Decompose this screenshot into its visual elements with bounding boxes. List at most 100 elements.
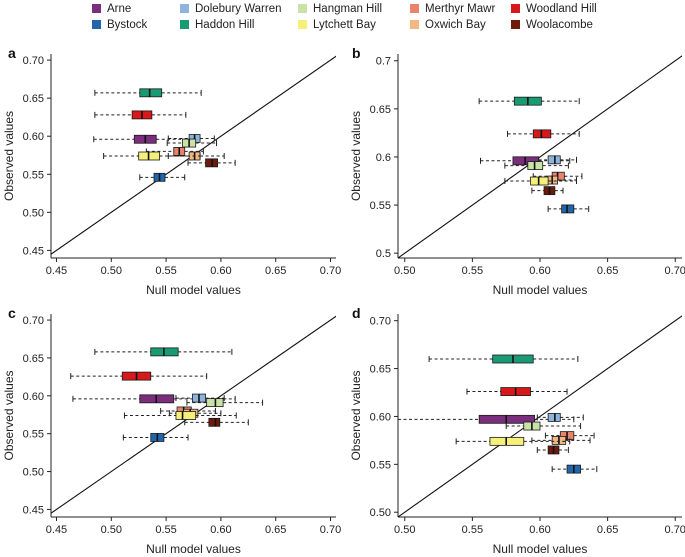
boxplot-dolebury-warren bbox=[538, 155, 578, 165]
y-tick-label: 0.70 bbox=[23, 55, 44, 67]
y-tick-label: 0.7 bbox=[376, 56, 391, 68]
boxplot-woodland-hill bbox=[70, 371, 208, 381]
boxplot-bystock bbox=[139, 172, 186, 182]
legend-swatch bbox=[298, 4, 307, 13]
boxplot-lytchett-bay bbox=[103, 151, 201, 161]
chart-panel-a: a 0.45 0.50 0.55 0.60 0.65 0.70 0.45 0.50 0.55 0.6… bbox=[2, 45, 341, 297]
x-tick-label: 0.70 bbox=[320, 524, 341, 536]
y-axis-label: Observed values bbox=[2, 370, 16, 460]
legend-swatch bbox=[298, 20, 307, 29]
y-tick-label: 0.70 bbox=[370, 316, 391, 328]
box-iqr bbox=[208, 417, 221, 427]
y-tick-label: 0.50 bbox=[23, 467, 44, 479]
boxplot-haddon-hill bbox=[428, 354, 579, 364]
x-tick-label: 0.55 bbox=[462, 265, 483, 277]
y-tick-label: 0.65 bbox=[370, 364, 391, 376]
boxplot-lytchett-bay bbox=[455, 436, 571, 446]
legend-label: Arne bbox=[107, 3, 132, 15]
boxplot-hangman-hill bbox=[166, 138, 218, 148]
boxplot-arne bbox=[93, 134, 198, 144]
panel-letter: d bbox=[352, 305, 361, 321]
legend-item-woolacombe: Woolacombe bbox=[511, 18, 593, 32]
x-axis-label: Null model values bbox=[146, 283, 241, 297]
identity-line bbox=[398, 315, 682, 517]
y-tick-label: 0.50 bbox=[370, 507, 391, 519]
boxplot-hangman-hill bbox=[504, 161, 569, 171]
legend-swatch bbox=[92, 20, 101, 29]
boxplot-bystock bbox=[122, 433, 189, 442]
y-tick-label: 0.45 bbox=[23, 245, 44, 257]
y-tick-label: 0.55 bbox=[370, 200, 391, 212]
legend-swatch bbox=[410, 4, 419, 13]
x-tick-label: 0.50 bbox=[101, 265, 122, 277]
boxplot-lytchett-bay bbox=[123, 411, 237, 420]
boxplot-arne bbox=[397, 414, 575, 424]
chart-legend: Arne Dolebury Warren Hangman Hill Merthy… bbox=[0, 0, 685, 36]
y-tick-label: 0.60 bbox=[23, 391, 44, 403]
panel-letter: c bbox=[8, 305, 16, 321]
y-tick-label: 0.55 bbox=[23, 429, 44, 441]
y-tick-label: 0.60 bbox=[23, 131, 44, 143]
boxplot-arne bbox=[479, 156, 571, 166]
legend-item-merthyr-mawr: Merthyr Mawr bbox=[410, 2, 495, 16]
legend-label: Lytchett Bay bbox=[313, 19, 376, 31]
y-tick-label: 0.65 bbox=[23, 353, 44, 365]
boxplot-haddon-hill bbox=[94, 347, 233, 357]
x-tick-label: 0.50 bbox=[394, 524, 415, 536]
legend-item-arne: Arne bbox=[92, 2, 131, 16]
box-iqr bbox=[139, 88, 163, 98]
legend-item-dolebury-warren: Dolebury Warren bbox=[180, 2, 282, 16]
boxplot-bystock bbox=[551, 464, 598, 474]
y-tick-label: 0.5 bbox=[376, 248, 391, 260]
legend-swatch bbox=[92, 4, 101, 13]
boxplot-woolacombe bbox=[536, 445, 569, 455]
boxplot-dolebury-warren bbox=[175, 393, 225, 403]
legend-item-oxwich-bay: Oxwich Bay bbox=[410, 18, 486, 32]
legend-swatch bbox=[180, 4, 189, 13]
legend-item-haddon-hill: Haddon Hill bbox=[180, 18, 254, 32]
x-tick-label: 0.65 bbox=[597, 524, 618, 536]
legend-item-bystock: Bystock bbox=[92, 18, 147, 32]
boxplot-oxwich-bay bbox=[531, 435, 591, 445]
x-tick-label: 0.70 bbox=[665, 265, 685, 277]
x-tick-label: 0.55 bbox=[155, 265, 176, 277]
boxplot-woolacombe bbox=[187, 158, 236, 168]
x-tick-label: 0.55 bbox=[462, 524, 483, 536]
legend-swatch bbox=[511, 20, 520, 29]
y-tick-label: 0.65 bbox=[23, 93, 44, 105]
legend-label: Dolebury Warren bbox=[195, 3, 282, 15]
x-tick-label: 0.55 bbox=[155, 524, 176, 536]
identity-line bbox=[398, 55, 682, 258]
panel-letter: b bbox=[352, 45, 361, 61]
boxplot-woodland-hill bbox=[507, 129, 580, 139]
y-axis-label: Observed values bbox=[2, 111, 16, 201]
boxplot-haddon-hill bbox=[94, 88, 202, 98]
boxplot-woolacombe bbox=[531, 186, 564, 196]
boxplot-hangman-hill bbox=[186, 398, 264, 408]
chart-panel-b: b 0.50 0.55 0.60 0.65 0.70 0.5 0.55 0.6 0.65 0.7 Nu… bbox=[349, 45, 685, 297]
x-tick-label: 0.65 bbox=[265, 524, 286, 536]
boxplot-woolacombe bbox=[184, 417, 249, 427]
legend-label: Merthyr Mawr bbox=[425, 3, 496, 15]
x-tick-label: 0.65 bbox=[265, 265, 286, 277]
x-tick-label: 0.60 bbox=[210, 265, 231, 277]
boxplot-lytchett-bay bbox=[504, 176, 578, 186]
x-tick-label: 0.70 bbox=[665, 524, 685, 536]
boxplot-dolebury-warren bbox=[536, 413, 584, 422]
legend-swatch bbox=[410, 20, 419, 29]
x-tick-label: 0.50 bbox=[101, 524, 122, 536]
boxplot-arne bbox=[72, 394, 236, 404]
legend-label: Oxwich Bay bbox=[425, 19, 486, 31]
legend-label: Bystock bbox=[107, 19, 148, 31]
y-tick-label: 0.70 bbox=[23, 315, 44, 327]
box-iqr bbox=[175, 411, 197, 420]
y-tick-label: 0.55 bbox=[23, 169, 44, 181]
legend-label: Woolacombe bbox=[526, 19, 593, 31]
y-tick-label: 0.45 bbox=[23, 504, 44, 516]
x-tick-label: 0.50 bbox=[394, 265, 415, 277]
chart-panel-d: d 0.50 0.55 0.60 0.65 0.70 0.50 0.55 0.60 0.65 0.7… bbox=[349, 305, 685, 556]
legend-swatch bbox=[180, 20, 189, 29]
y-tick-label: 0.55 bbox=[370, 459, 391, 471]
boxplot-hangman-hill bbox=[505, 421, 582, 431]
legend-swatch bbox=[511, 4, 520, 13]
